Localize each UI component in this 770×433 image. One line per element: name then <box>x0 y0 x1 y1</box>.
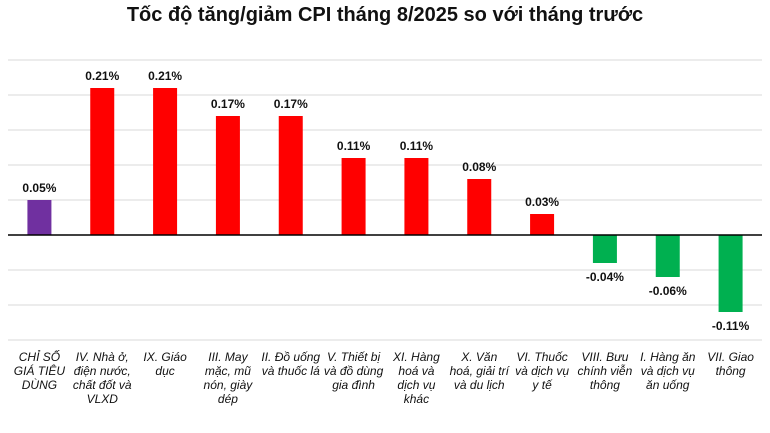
data-label-9: -0.04% <box>586 270 624 284</box>
data-label-1: 0.21% <box>85 69 119 83</box>
category-label-0: CHỈ SỐ GIÁ TIÊU DÙNG <box>13 350 66 392</box>
category-label-10: I. Hàng ăn và dịch vụ ăn uống <box>640 350 696 392</box>
category-label-5: V. Thiết bị và đồ dùng gia đình <box>323 350 384 392</box>
bar-3 <box>215 116 240 235</box>
data-label-5: 0.11% <box>337 139 371 153</box>
category-label-7: X. Văn hoá, giải trí và du lịch <box>449 350 509 392</box>
data-label-4: 0.17% <box>274 97 308 111</box>
category-label-3: III. May mặc, mũ nón, giày dép <box>203 350 253 406</box>
gridlines <box>8 59 762 341</box>
bar-11 <box>718 235 743 312</box>
bar-7 <box>467 179 492 235</box>
bar-6 <box>404 158 429 235</box>
data-label-7: 0.08% <box>462 160 496 174</box>
data-label-8: 0.03% <box>525 195 559 209</box>
bar-1 <box>90 88 115 235</box>
bar-10 <box>655 235 680 277</box>
data-label-2: 0.21% <box>148 69 182 83</box>
bar-2 <box>153 88 178 235</box>
category-label-4: II. Đồ uống và thuốc lá <box>261 350 321 378</box>
data-label-0: 0.05% <box>22 181 56 195</box>
data-label-11: -0.11% <box>712 319 750 333</box>
data-label-6: 0.11% <box>400 139 434 153</box>
category-label-8: VI. Thuốc và dịch vụ y tế <box>515 350 570 392</box>
data-labels: 0.05% 0.21% 0.21% 0.17% 0.17% 0.11% 0.11% 0.08%… <box>22 69 749 333</box>
data-label-10: -0.06% <box>649 284 687 298</box>
category-label-6: XI. Hàng hoá và dịch vụ khác <box>393 350 440 406</box>
bar-8 <box>530 214 555 235</box>
category-label-2: IX. Giáo dục <box>143 350 187 378</box>
bar-9 <box>592 235 617 263</box>
chart-title: Tốc độ tăng/giảm CPI tháng 8/2025 so với… <box>126 4 644 26</box>
bar-4 <box>278 116 303 235</box>
category-label-1: IV. Nhà ở, điện nước, chất đốt và VLXD <box>72 350 132 406</box>
bar-0 <box>27 200 52 235</box>
data-label-3: 0.17% <box>211 97 245 111</box>
category-label-9: VIII. Bưu chính viễn thông <box>577 350 633 392</box>
bars <box>27 88 743 312</box>
category-label-11: VII. Giao thông <box>707 350 754 378</box>
bar-5 <box>341 158 366 235</box>
